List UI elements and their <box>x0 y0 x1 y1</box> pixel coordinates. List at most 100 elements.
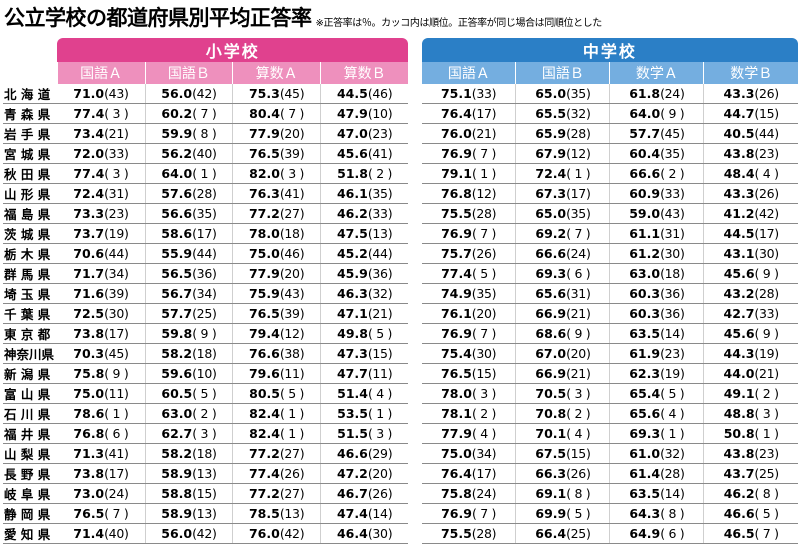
elementary-score-cell: 46.4(30) <box>320 523 409 545</box>
prefecture-name: 山 梨 県 <box>3 443 58 465</box>
score-value: 57.7 <box>629 126 661 142</box>
rank-value: (24) <box>471 486 497 502</box>
score-value: 58.6 <box>161 226 193 242</box>
score-value: 46.6 <box>336 446 368 462</box>
rank-value: (20) <box>279 266 305 282</box>
rank-value: (26) <box>279 466 305 482</box>
junior-score-cell: 67.9(12) <box>515 143 610 165</box>
elementary-score-cell: 73.0(24) <box>57 483 146 505</box>
score-value: 64.9 <box>629 526 661 542</box>
rank-value: (41) <box>279 186 305 202</box>
score-value: 47.5 <box>336 226 368 242</box>
prefecture-name: 福 島 県 <box>3 203 58 225</box>
junior-score-cell: 49.1( 2 ) <box>703 383 798 405</box>
elementary-score-cell: 47.7(11) <box>320 363 409 385</box>
junior-subject-header: 数学Ｂ <box>703 62 798 84</box>
rank-value: (38) <box>279 346 305 362</box>
elementary-score-cell: 73.4(21) <box>57 123 146 145</box>
table-note: ※正答率は％。カッコ内は順位。正答率が同じ場合は同順位とした <box>315 18 603 29</box>
rank-value: ( 7 ) <box>471 146 497 162</box>
rank-value: (45) <box>104 346 129 362</box>
rank-value: (30) <box>754 246 779 262</box>
page-title: 公立学校の都道府県別平均正答率 <box>4 6 312 30</box>
rank-value: ( 6 ) <box>104 426 129 442</box>
score-value: 76.5 <box>248 306 280 322</box>
rank-value: (36) <box>660 306 685 322</box>
score-value: 76.0 <box>248 526 280 542</box>
elementary-score-cell: 58.8(15) <box>144 483 233 505</box>
elementary-score-cell: 77.4( 3 ) <box>57 103 146 125</box>
junior-score-cell: 65.0(35) <box>515 84 610 105</box>
junior-subject-header: 国語Ａ <box>421 62 516 84</box>
junior-score-cell: 44.5(17) <box>703 223 798 245</box>
score-value: 76.0 <box>440 126 472 142</box>
prefecture-name: 北 海 道 <box>3 84 58 105</box>
rank-value: ( 7 ) <box>471 226 497 242</box>
score-value: 82.4 <box>249 426 280 442</box>
score-value: 76.5 <box>440 366 472 382</box>
rank-value: (25) <box>566 526 591 542</box>
table-row: 東 京 都 73.8(17) 59.8( 9 ) 79.4(12) 49.8( 5 ) 7… <box>3 323 798 345</box>
junior-score-cell: 74.9(35) <box>421 283 516 305</box>
score-value: 67.9 <box>535 146 567 162</box>
rank-value: ( 4 ) <box>660 406 685 422</box>
junior-subject-header: 国語Ｂ <box>515 62 610 84</box>
prefecture-name: 岩 手 県 <box>3 123 58 145</box>
score-value: 77.4 <box>73 166 105 182</box>
rank-value: (41) <box>367 146 393 162</box>
score-value: 76.9 <box>441 146 472 162</box>
junior-score-cell: 48.8( 3 ) <box>703 403 798 425</box>
rank-value: (33) <box>471 86 497 102</box>
rank-value: ( 3 ) <box>754 406 779 422</box>
score-value: 77.9 <box>441 426 472 442</box>
junior-score-cell: 75.4(30) <box>421 343 516 365</box>
score-value: 79.6 <box>248 366 280 382</box>
rank-value: (20) <box>471 306 497 322</box>
rank-value: (26) <box>566 466 591 482</box>
score-value: 51.5 <box>337 426 368 442</box>
score-value: 78.0 <box>248 226 280 242</box>
elementary-score-cell: 44.5(46) <box>320 84 409 105</box>
junior-score-cell: 76.0(21) <box>421 123 516 145</box>
elementary-score-cell: 71.7(34) <box>57 263 146 285</box>
junior-score-cell: 76.9( 7 ) <box>421 503 516 525</box>
score-value: 60.5 <box>161 386 193 402</box>
elementary-subject-header: 算数Ａ <box>232 62 321 84</box>
prefecture-name: 新 潟 県 <box>3 363 58 385</box>
junior-score-cell: 75.0(34) <box>421 443 516 465</box>
table-row: 石 川 県 78.6( 1 ) 63.0( 2 ) 82.4( 1 ) 53.5( 1 … <box>3 403 798 425</box>
junior-score-cell: 46.6( 5 ) <box>703 503 798 525</box>
table-row: 新 潟 県 75.8( 9 ) 59.6(10) 79.6(11) 47.7(11) 76… <box>3 363 798 385</box>
rank-value: ( 2 ) <box>754 386 779 402</box>
score-value: 76.1 <box>440 306 472 322</box>
elementary-score-cell: 58.6(17) <box>144 223 233 245</box>
junior-score-cell: 66.6(24) <box>515 243 610 265</box>
score-value: 65.0 <box>535 206 567 222</box>
rank-value: (12) <box>471 186 497 202</box>
elementary-score-cell: 78.0(18) <box>232 223 321 245</box>
prefecture-name: 山 形 県 <box>3 183 58 205</box>
score-value: 45.2 <box>336 246 368 262</box>
junior-score-cell: 64.3( 8 ) <box>609 503 704 525</box>
elementary-score-cell: 56.7(34) <box>144 283 233 305</box>
rank-value: (23) <box>660 346 685 362</box>
rank-value: (45) <box>279 86 305 102</box>
rank-value: (15) <box>192 486 217 502</box>
table-row: 富 山 県 75.0(11) 60.5( 5 ) 80.5( 5 ) 51.4( 4 )… <box>3 383 798 405</box>
rank-value: ( 1 ) <box>754 426 779 442</box>
junior-score-cell: 68.6( 9 ) <box>515 323 610 345</box>
rank-value: (18) <box>192 446 217 462</box>
elementary-score-cell: 46.1(35) <box>320 183 409 205</box>
elementary-score-cell: 77.2(27) <box>232 443 321 465</box>
rank-value: (31) <box>566 286 591 302</box>
junior-score-cell: 76.9( 7 ) <box>421 143 516 165</box>
junior-score-cell: 44.3(19) <box>703 343 798 365</box>
rank-value: (43) <box>279 286 305 302</box>
score-value: 77.9 <box>248 266 280 282</box>
rank-value: ( 9 ) <box>660 106 685 122</box>
rank-value: ( 4 ) <box>471 426 497 442</box>
rank-value: (28) <box>660 466 685 482</box>
rank-value: ( 2 ) <box>471 406 497 422</box>
prefecture-name: 群 馬 県 <box>3 263 58 285</box>
rank-value: ( 6 ) <box>660 526 685 542</box>
